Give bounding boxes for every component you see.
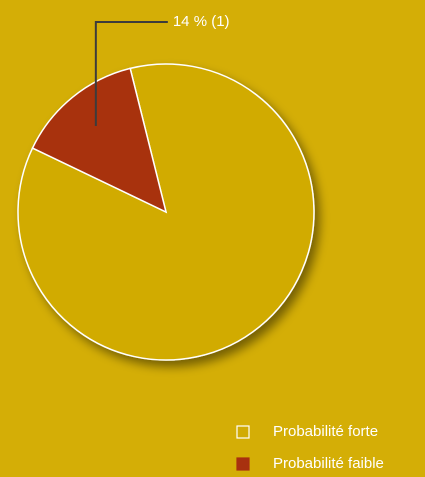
legend-label: Probabilité forte	[273, 423, 378, 440]
legend-marker	[236, 425, 250, 439]
data-label: 14 % (1)	[173, 13, 230, 30]
legend-label: Probabilité faible	[273, 455, 384, 472]
pie	[17, 63, 315, 361]
labels: 14 % (1)	[94, 13, 230, 126]
legend-marker	[236, 457, 250, 471]
pie-slice	[31, 67, 168, 214]
legend: Probabilité forte Probabilité faible	[236, 423, 384, 472]
leader-line	[94, 21, 168, 126]
